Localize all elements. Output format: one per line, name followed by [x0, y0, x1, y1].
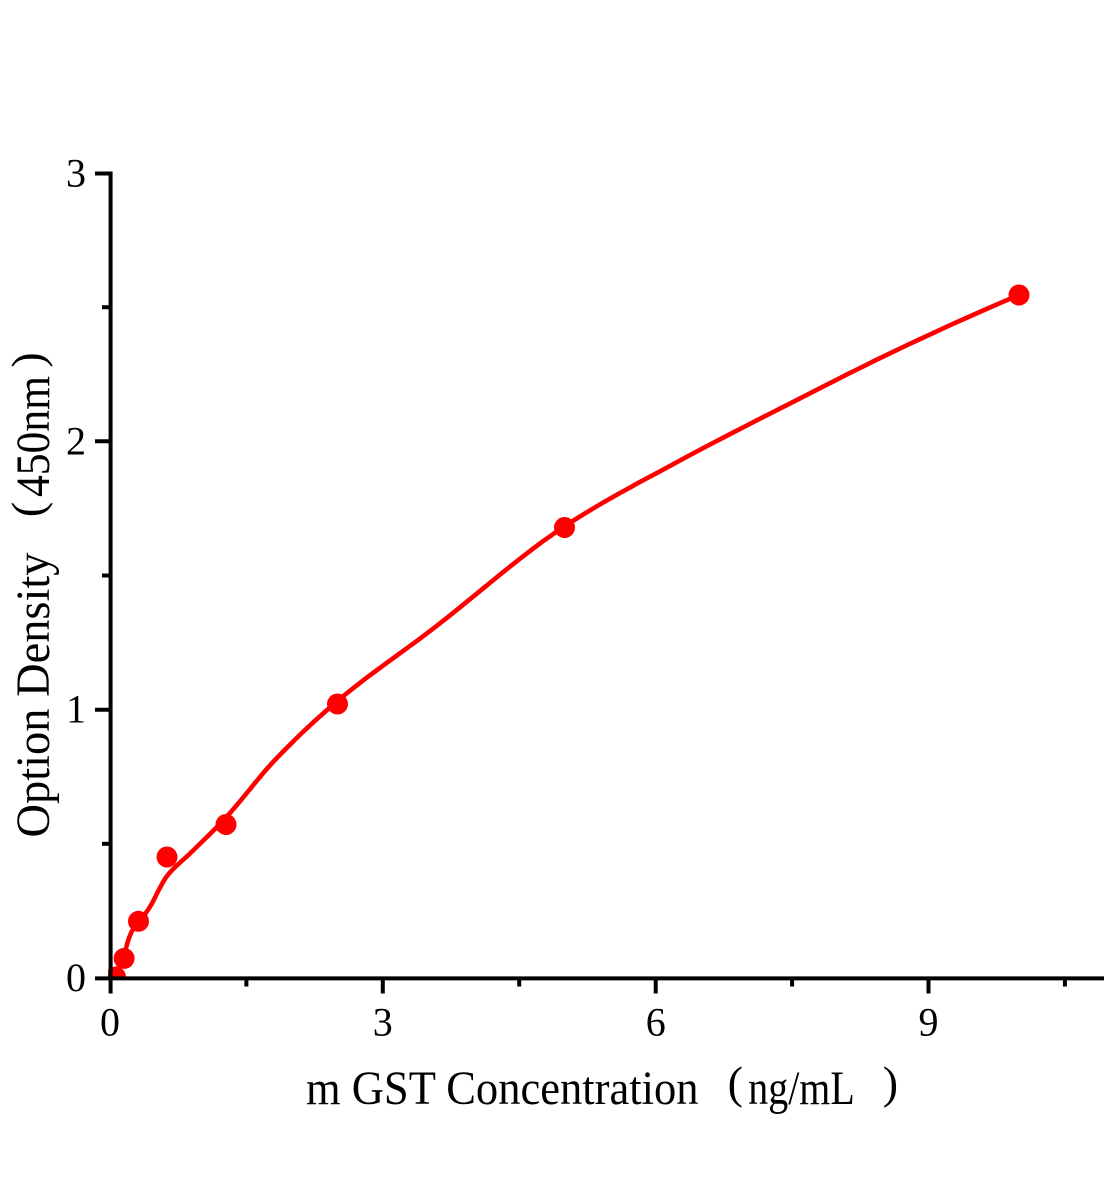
svg-text:): ) — [883, 1057, 898, 1108]
svg-text:3: 3 — [66, 151, 86, 196]
svg-text:9: 9 — [919, 1000, 939, 1045]
svg-text:): ) — [2, 352, 53, 367]
svg-text:(: ( — [2, 502, 53, 517]
svg-text:2: 2 — [66, 418, 86, 463]
svg-text:0: 0 — [66, 955, 86, 1000]
svg-text:Option Density: Option Density — [7, 553, 60, 838]
svg-text:6: 6 — [646, 1000, 666, 1045]
svg-text:ng/mL: ng/mL — [748, 1062, 854, 1115]
svg-text:m GST Concentration: m GST Concentration — [306, 1062, 699, 1115]
svg-text:1: 1 — [66, 687, 86, 732]
svg-text:3: 3 — [373, 1000, 393, 1045]
svg-text:450nm: 450nm — [7, 376, 60, 497]
svg-text:0: 0 — [100, 1000, 120, 1045]
svg-text:(: ( — [728, 1057, 743, 1108]
